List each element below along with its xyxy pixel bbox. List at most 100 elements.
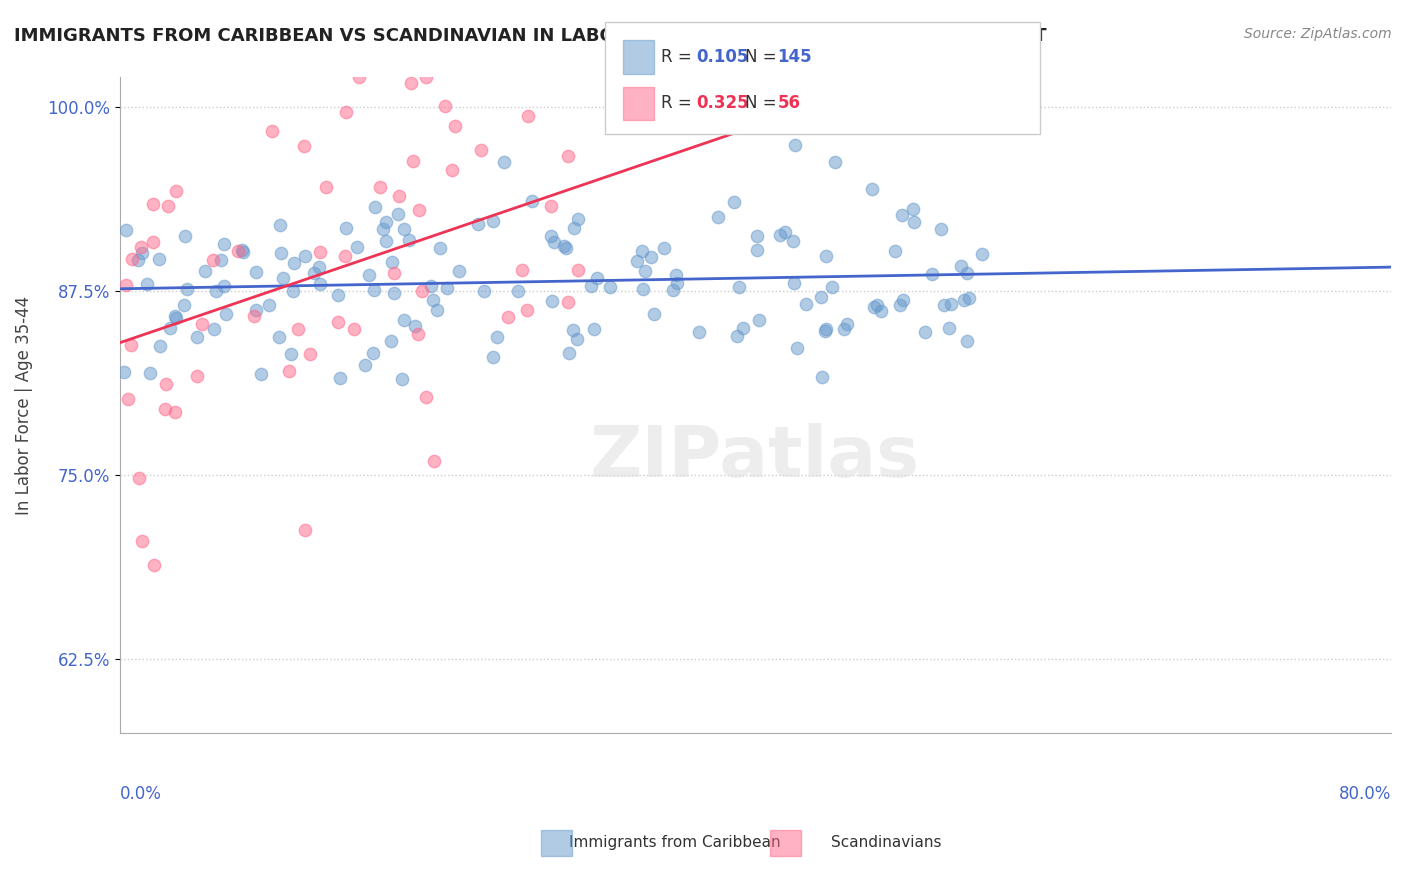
Point bbox=[138, 366, 160, 380]
Point bbox=[957, 291, 980, 305]
Point bbox=[131, 533, 153, 548]
Point bbox=[186, 329, 208, 343]
Point bbox=[243, 309, 266, 323]
Point bbox=[155, 376, 177, 391]
Point bbox=[747, 243, 769, 257]
Point bbox=[349, 70, 371, 85]
Point bbox=[688, 325, 710, 339]
Point bbox=[436, 280, 458, 294]
Point bbox=[226, 244, 249, 258]
Point bbox=[354, 358, 377, 372]
Point bbox=[565, 332, 588, 346]
Point bbox=[129, 240, 152, 254]
Point bbox=[810, 290, 832, 304]
Point bbox=[368, 179, 391, 194]
Point bbox=[440, 163, 463, 178]
Point bbox=[821, 279, 844, 293]
Point bbox=[543, 235, 565, 249]
Point bbox=[706, 211, 728, 225]
Point bbox=[486, 330, 509, 344]
Point bbox=[949, 259, 972, 273]
Point bbox=[748, 313, 770, 327]
Point bbox=[270, 246, 292, 260]
Text: IMMIGRANTS FROM CARIBBEAN VS SCANDINAVIAN IN LABOR FORCE | AGE 35-44 CORRELATION: IMMIGRANTS FROM CARIBBEAN VS SCANDINAVIA… bbox=[14, 27, 1046, 45]
Point bbox=[114, 223, 136, 237]
Point bbox=[142, 197, 165, 211]
Point bbox=[723, 194, 745, 209]
Point bbox=[326, 315, 349, 329]
Point bbox=[128, 471, 150, 485]
Point bbox=[429, 241, 451, 255]
Text: Scandinavians: Scandinavians bbox=[831, 836, 941, 850]
Point bbox=[294, 523, 316, 537]
Point bbox=[121, 252, 143, 266]
Point bbox=[815, 249, 838, 263]
Point bbox=[298, 347, 321, 361]
Point bbox=[163, 405, 186, 419]
Point bbox=[932, 298, 955, 312]
Text: R =: R = bbox=[661, 95, 697, 112]
Point bbox=[131, 245, 153, 260]
Point bbox=[665, 277, 688, 291]
Point bbox=[308, 245, 330, 260]
Point bbox=[165, 184, 187, 198]
Point bbox=[415, 390, 437, 404]
Point bbox=[202, 321, 225, 335]
Point bbox=[783, 277, 806, 291]
Point bbox=[914, 325, 936, 339]
Point bbox=[891, 293, 914, 308]
Point bbox=[329, 370, 352, 384]
Point bbox=[343, 321, 366, 335]
Point bbox=[398, 233, 420, 247]
Point bbox=[773, 225, 796, 239]
Point bbox=[364, 200, 387, 214]
Point bbox=[579, 278, 602, 293]
Point bbox=[308, 277, 330, 291]
Point bbox=[346, 239, 368, 253]
Point bbox=[269, 219, 291, 233]
Point bbox=[231, 243, 253, 257]
Point bbox=[541, 294, 564, 309]
Point bbox=[422, 454, 444, 468]
Point bbox=[567, 262, 589, 277]
Point bbox=[952, 293, 974, 308]
Point bbox=[794, 297, 817, 311]
Point bbox=[335, 105, 357, 120]
Point bbox=[631, 281, 654, 295]
Point bbox=[467, 217, 489, 231]
Point bbox=[283, 285, 305, 299]
Point bbox=[832, 322, 855, 336]
Point bbox=[392, 313, 415, 327]
Point bbox=[745, 229, 768, 244]
Point bbox=[294, 249, 316, 263]
Point bbox=[599, 280, 621, 294]
Point bbox=[176, 282, 198, 296]
Point bbox=[860, 182, 883, 196]
Point bbox=[271, 271, 294, 285]
Point bbox=[363, 284, 385, 298]
Point bbox=[508, 284, 530, 298]
Point bbox=[278, 364, 301, 378]
Point bbox=[422, 293, 444, 307]
Point bbox=[380, 334, 402, 349]
Point bbox=[837, 317, 859, 331]
Point bbox=[388, 189, 411, 203]
Point bbox=[814, 324, 837, 338]
Point bbox=[292, 138, 315, 153]
Point bbox=[361, 346, 384, 360]
Text: 80.0%: 80.0% bbox=[1339, 785, 1391, 803]
Point bbox=[557, 295, 579, 310]
Point bbox=[335, 249, 357, 263]
Y-axis label: In Labor Force | Age 35-44: In Labor Force | Age 35-44 bbox=[15, 295, 32, 515]
Point bbox=[494, 154, 516, 169]
Point bbox=[540, 229, 562, 244]
Point bbox=[159, 321, 181, 335]
Point bbox=[357, 268, 380, 282]
Point bbox=[191, 317, 214, 331]
Text: Source: ZipAtlas.com: Source: ZipAtlas.com bbox=[1244, 27, 1392, 41]
Point bbox=[567, 211, 589, 226]
Point bbox=[335, 221, 357, 235]
Point bbox=[120, 338, 142, 352]
Point bbox=[731, 321, 754, 335]
Point bbox=[142, 235, 165, 249]
